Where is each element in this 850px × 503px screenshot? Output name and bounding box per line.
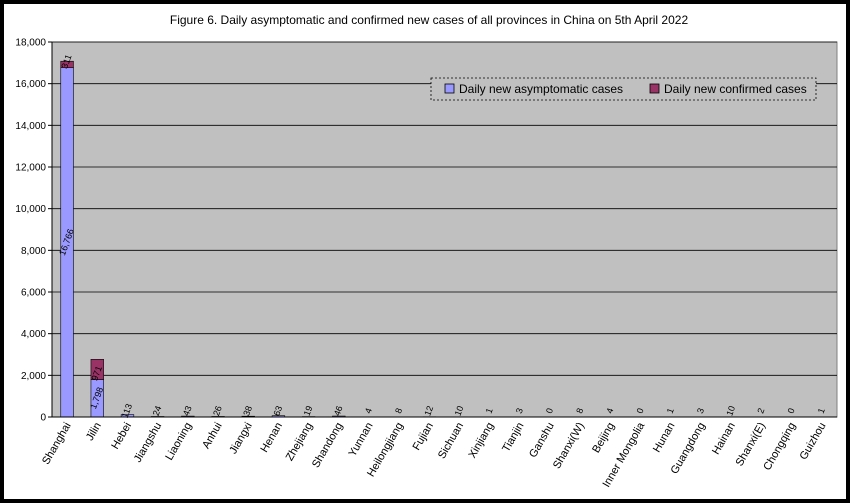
- x-tick-label: Tianjin: [500, 421, 526, 455]
- x-tick-label: Fujian: [411, 421, 436, 453]
- data-label-asymptomatic: 10: [453, 404, 466, 417]
- x-tick-label: Xinjiang: [466, 421, 496, 461]
- data-label-asymptomatic: 63: [271, 404, 284, 417]
- legend-label: Daily new confirmed cases: [664, 82, 807, 96]
- x-tick-label: Jilin: [84, 421, 104, 443]
- x-tick-label: Beijing: [590, 421, 617, 456]
- x-tick-label: Shanghai: [40, 421, 74, 467]
- data-label-asymptomatic: 8: [393, 407, 404, 415]
- legend: Daily new asymptomatic cases Daily new co…: [430, 77, 817, 101]
- y-tick-label: 10,000: [15, 204, 46, 215]
- data-label-asymptomatic: 4: [363, 407, 374, 415]
- gridlines: [52, 41, 837, 376]
- data-label-confirmed: 311: [59, 53, 73, 70]
- x-tick-label: Hebei: [109, 421, 134, 452]
- bars: [60, 60, 829, 418]
- y-axis: 0 2,000 4,000 6,000 8,000 10,000 12,000 14,000 1…: [15, 38, 53, 424]
- data-label-asymptomatic: 8: [574, 407, 585, 415]
- data-label-asymptomatic: 3: [695, 407, 706, 415]
- x-tick-label: Anhui: [200, 421, 224, 451]
- x-tick-label: Henan: [258, 421, 285, 455]
- x-tick-label: Shandong: [310, 421, 345, 470]
- data-label-asymptomatic: 26: [211, 404, 224, 417]
- chart-frame: Figure 6. Daily asymptomatic and confirm…: [4, 4, 846, 499]
- data-label-asymptomatic: 46: [332, 404, 345, 417]
- x-tick-label: Zhejiang: [284, 421, 315, 464]
- x-tick-label: Ganshu: [527, 421, 557, 460]
- data-label-asymptomatic: 3: [514, 407, 525, 415]
- data-label-asymptomatic: 1: [665, 407, 676, 415]
- y-tick-label: 2,000: [21, 371, 46, 382]
- data-label-asymptomatic: 2: [755, 407, 766, 415]
- x-tick-label: Liaoning: [163, 421, 194, 463]
- legend-swatch: [444, 83, 455, 94]
- y-tick-label: 4,000: [21, 329, 46, 340]
- data-label-asymptomatic: 1: [484, 407, 495, 415]
- x-tick-label: Sichuan: [436, 421, 466, 461]
- chart: Figure 6. Daily asymptomatic and confirm…: [15, 13, 838, 490]
- x-tick-label: Shanxi(W): [551, 421, 587, 471]
- y-tick-label: 16,000: [15, 79, 46, 90]
- plot-area: [51, 41, 838, 418]
- data-label-asymptomatic: 19: [302, 404, 315, 417]
- x-tick-label: Guizhou: [798, 421, 829, 462]
- y-tick-label: 18,000: [15, 38, 46, 49]
- y-tick-label: 8,000: [21, 246, 46, 257]
- data-label-asymptomatic: 24: [151, 404, 164, 417]
- legend-label: Daily new asymptomatic cases: [459, 82, 623, 96]
- y-tick-label: 6,000: [21, 288, 46, 299]
- y-tick-label: 0: [40, 413, 46, 424]
- data-label-asymptomatic: 43: [181, 404, 194, 417]
- bar-confirmed: [90, 359, 104, 380]
- data-label-asymptomatic: 10: [724, 404, 737, 417]
- data-label-asymptomatic: 0: [786, 407, 797, 415]
- legend-box: [430, 77, 817, 101]
- x-tick-label: Jiangxi: [227, 421, 255, 457]
- x-tick-label: Jiangshu: [132, 421, 164, 465]
- data-label-asymptomatic: 0: [635, 407, 646, 415]
- bar-confirmed: [60, 60, 74, 69]
- data-label-asymptomatic: 12: [422, 404, 435, 417]
- data-label-confirmed: 971: [89, 365, 104, 383]
- y-tick-label: 14,000: [15, 121, 46, 132]
- data-label-asymptomatic: 0: [544, 407, 555, 415]
- data-label-asymptomatic: 38: [241, 404, 254, 417]
- data-label-asymptomatic: 4: [604, 407, 615, 415]
- data-label-asymptomatic: 1: [816, 407, 827, 415]
- chart-title: Figure 6. Daily asymptomatic and confirm…: [170, 13, 689, 27]
- x-tick-label: Hainan: [710, 421, 738, 457]
- x-tick-label: Yunnan: [347, 421, 376, 459]
- data-label-asymptomatic: 113: [120, 402, 134, 419]
- y-tick-label: 12,000: [15, 163, 46, 174]
- legend-swatch: [649, 83, 660, 94]
- x-tick-label: Hunan: [651, 421, 678, 455]
- x-tick-label: Shanxi(E): [734, 421, 769, 469]
